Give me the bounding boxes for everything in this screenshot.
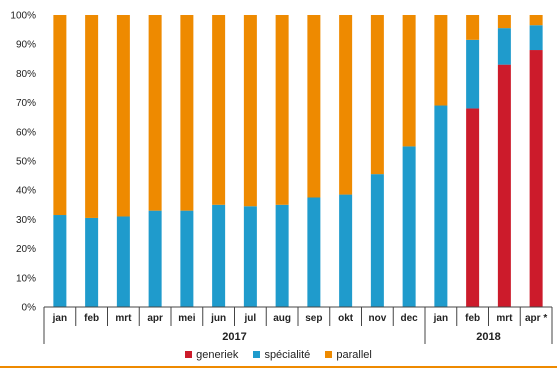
bar-segment-parallel (243, 15, 257, 207)
legend-swatch-generiek (185, 351, 193, 358)
y-tick-label: 40% (16, 186, 36, 197)
y-tick-label: 10% (16, 273, 36, 284)
y-tick-label: 100% (10, 11, 36, 22)
bar-segment-spécialité (243, 206, 257, 307)
legend-item-generiek: generiek (185, 349, 238, 361)
x-tick-label: feb (465, 313, 480, 324)
x-tick-label: jun (210, 313, 226, 324)
y-tick-label: 80% (16, 69, 36, 80)
legend: generiek spécialité parallel (0, 349, 557, 361)
group-label: 2018 (476, 331, 500, 343)
bar-segment-spécialité (529, 25, 543, 51)
legend-swatch-parallel (325, 351, 333, 358)
bar-segment-spécialité (497, 28, 511, 65)
bar-segment-spécialité (85, 217, 99, 307)
bar-segment-parallel (529, 15, 543, 26)
bottom-border-line (0, 366, 557, 368)
bar-segment-parallel (275, 15, 289, 205)
y-tick-label: 0% (22, 303, 37, 314)
bar-segment-spécialité (434, 105, 448, 308)
bar-segment-parallel (85, 15, 99, 218)
bar-segment-spécialité (212, 204, 226, 307)
bar-segment-spécialité (116, 216, 130, 307)
bar-segment-spécialité (148, 210, 162, 307)
axes (43, 306, 553, 344)
bar-segment-spécialité (370, 174, 384, 307)
bar-segment-parallel (307, 15, 321, 198)
bar-segment-parallel (466, 15, 480, 40)
bar-segment-parallel (53, 15, 67, 216)
bar-segment-generiek (497, 64, 511, 307)
bars (53, 15, 543, 308)
x-tick-label: feb (84, 313, 99, 324)
bar-segment-spécialité (339, 194, 353, 307)
bar-segment-spécialité (180, 210, 194, 307)
bar-segment-spécialité (307, 197, 321, 307)
bar-segment-parallel (402, 15, 416, 147)
bar-segment-parallel (497, 15, 511, 29)
x-tick-label: jul (244, 313, 257, 324)
group-label: 2017 (222, 331, 246, 343)
y-tick-label: 30% (16, 215, 36, 226)
x-tick-label: jan (433, 313, 448, 324)
x-axis-labels: jan feb mrt apr mei jun jul aug sep okt nov dec jan f… (52, 313, 548, 324)
legend-label-specialite: spécialité (264, 349, 311, 361)
y-tick-label: 70% (16, 98, 36, 109)
bar-segment-parallel (212, 15, 226, 205)
x-tick-label: sep (305, 313, 322, 324)
bar-segment-parallel (434, 15, 448, 106)
x-tick-label: okt (338, 313, 354, 324)
legend-swatch-specialite (253, 351, 261, 358)
bar-segment-spécialité (53, 215, 67, 307)
y-tick-label: 60% (16, 127, 36, 138)
bar-segment-spécialité (275, 204, 289, 307)
bar-segment-parallel (148, 15, 162, 211)
y-tick-label: 50% (16, 157, 36, 168)
bar-segment-spécialité (466, 39, 480, 109)
bar-segment-parallel (339, 15, 353, 195)
bar-segment-spécialité (402, 146, 416, 307)
x-tick-label: mrt (496, 313, 513, 324)
y-axis-ticks: 0% 10% 20% 30% 40% 50% 60% 70% 80% 90% 100% (10, 11, 36, 314)
bar-segment-generiek (466, 108, 480, 307)
legend-item-specialite: spécialité (253, 349, 310, 361)
x-tick-label: mrt (115, 313, 132, 324)
group-labels: 2017 2018 (222, 331, 500, 343)
bar-segment-generiek (529, 50, 543, 307)
x-tick-label: mei (178, 313, 195, 324)
legend-label-generiek: generiek (196, 349, 239, 361)
x-tick-label: apr (147, 313, 163, 324)
x-tick-label: jan (52, 313, 67, 324)
y-tick-label: 20% (16, 244, 36, 255)
x-tick-label: nov (368, 313, 386, 324)
x-tick-label: apr * (525, 313, 547, 324)
y-tick-label: 90% (16, 40, 36, 51)
legend-item-parallel: parallel (325, 349, 372, 361)
bar-segment-parallel (180, 15, 194, 211)
legend-label-parallel: parallel (336, 349, 372, 361)
x-tick-label: dec (401, 313, 419, 324)
x-tick-label: aug (273, 313, 291, 324)
bar-segment-parallel (370, 15, 384, 175)
bar-segment-parallel (116, 15, 130, 217)
